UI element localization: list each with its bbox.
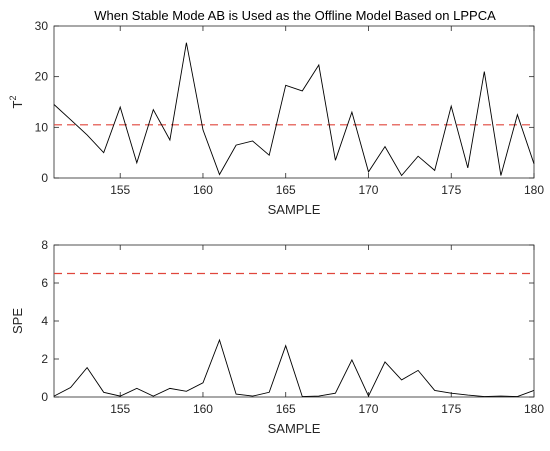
spe-x-tick-label-4: 175 (441, 402, 461, 416)
t2-x-tick-label-0: 155 (110, 183, 130, 197)
spe-points (53, 339, 535, 398)
t2-y-tick-label-0: 0 (41, 171, 48, 185)
chart-title: When Stable Mode AB is Used as the Offli… (94, 8, 496, 23)
t2-x-ticks: 155 160 165 170 175 180 (110, 26, 544, 197)
t2-y-tick-label-3: 30 (35, 19, 49, 33)
t2-axes-frame (53, 25, 535, 179)
t2-y-tick-label-1: 10 (35, 120, 49, 134)
t2-y-axis-label-main: T (10, 100, 25, 108)
spe-panel: 155 160 165 170 175 180 0 2 4 6 8 SAMPLE SPE (10, 238, 544, 436)
t2-x-tick-label-5: 180 (524, 183, 544, 197)
spe-x-axis-label: SAMPLE (268, 421, 321, 436)
spe-x-tick-label-2: 165 (276, 402, 296, 416)
t2-x-axis-label: SAMPLE (268, 202, 321, 217)
spe-y-tick-label-4: 8 (41, 238, 48, 252)
t2-x-tick-label-2: 165 (276, 183, 296, 197)
t2-points (53, 42, 535, 177)
t2-x-tick-label-3: 170 (358, 183, 378, 197)
spe-y-axis-label: SPE (10, 308, 25, 334)
t2-series-line (53, 42, 535, 177)
spe-x-tick-label-0: 155 (110, 402, 130, 416)
t2-y-axis-label-sup: 2 (8, 96, 18, 101)
spe-series-line (53, 338, 535, 398)
t2-x-tick-label-4: 175 (441, 183, 461, 197)
t2-panel: 155 160 165 170 175 180 0 10 20 30 SAMPLE T2 (8, 19, 544, 217)
t2-y-axis-label: T2 (8, 96, 25, 109)
t2-x-tick-label-1: 160 (193, 183, 213, 197)
spe-y-tick-label-0: 0 (41, 390, 48, 404)
spe-y-ticks: 0 2 4 6 8 (41, 238, 534, 404)
spe-x-tick-label-1: 160 (193, 402, 213, 416)
t2-y-ticks: 0 10 20 30 (35, 19, 534, 185)
spe-axes-frame (53, 244, 535, 398)
spe-y-tick-label-3: 6 (41, 276, 48, 290)
spe-y-tick-label-2: 4 (41, 314, 48, 328)
spe-x-ticks: 155 160 165 170 175 180 (110, 245, 544, 416)
spe-x-tick-label-3: 170 (358, 402, 378, 416)
spe-x-tick-label-5: 180 (524, 402, 544, 416)
spe-y-tick-label-1: 2 (41, 352, 48, 366)
t2-y-tick-label-2: 20 (35, 70, 49, 84)
